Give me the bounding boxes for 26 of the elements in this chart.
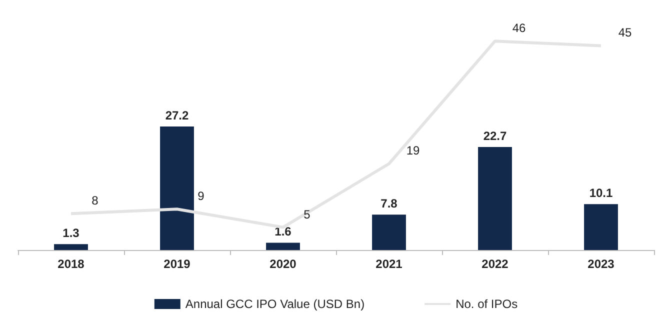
bar bbox=[266, 242, 300, 250]
data-label: 8 bbox=[92, 194, 99, 208]
x-tick-label: 2020 bbox=[270, 257, 297, 271]
data-label: 7.8 bbox=[380, 196, 398, 211]
data-label: 5 bbox=[304, 207, 311, 222]
bar bbox=[478, 146, 512, 250]
bar bbox=[584, 204, 618, 250]
legend-label: No. of IPOs bbox=[456, 297, 518, 311]
legend-label: Annual GCC IPO Value (USD Bn) bbox=[185, 297, 365, 311]
data-label: 1.3 bbox=[62, 226, 80, 240]
bar bbox=[54, 244, 88, 250]
data-label: 27.2 bbox=[165, 108, 189, 123]
x-tick-label: 2019 bbox=[164, 257, 191, 271]
data-label: 10.1 bbox=[589, 186, 613, 200]
data-label: 9 bbox=[198, 189, 205, 204]
data-label: 46 bbox=[512, 21, 526, 36]
x-tick-label: 2018 bbox=[58, 257, 85, 271]
bar bbox=[372, 214, 406, 250]
data-label: 45 bbox=[618, 26, 632, 40]
x-tick-label: 2023 bbox=[588, 257, 615, 271]
x-tick-label: 2021 bbox=[376, 257, 403, 271]
data-label: 19 bbox=[406, 144, 420, 158]
data-label: 1.6 bbox=[274, 224, 292, 239]
data-label: 22.7 bbox=[483, 128, 507, 143]
x-tick-label: 2022 bbox=[482, 257, 509, 271]
bar bbox=[160, 126, 194, 250]
